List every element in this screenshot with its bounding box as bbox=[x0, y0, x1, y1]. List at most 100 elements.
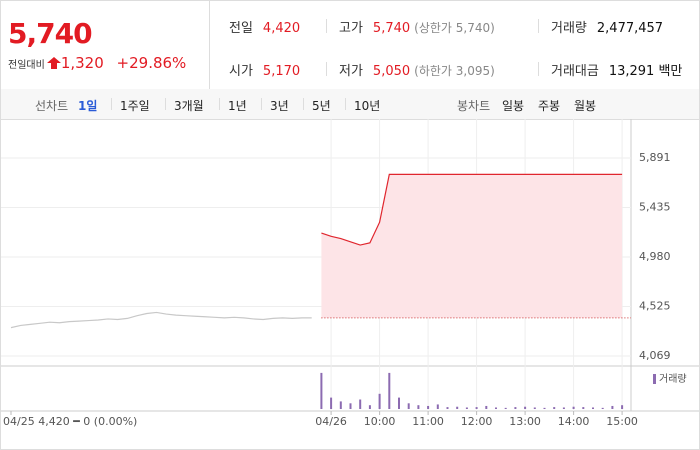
volume-bar bbox=[592, 407, 594, 409]
volume-bar bbox=[524, 406, 527, 409]
stat-label: 전일 bbox=[229, 21, 253, 36]
volume-bar bbox=[330, 397, 333, 409]
stat: 거래대금 13,291 백만 bbox=[551, 60, 682, 79]
change-value: 1,320 bbox=[60, 54, 104, 72]
volume-bar bbox=[553, 407, 556, 409]
chart-tabs: 선차트 1일 1주일 3개월 1년 3년 5년 10년 봉차트 일봉 주봉 월봉 bbox=[1, 89, 699, 120]
up-icon bbox=[46, 57, 61, 69]
volume-bar bbox=[388, 372, 391, 409]
volume-bar bbox=[601, 407, 604, 409]
stat-value: 5,170 bbox=[262, 64, 301, 79]
divider bbox=[261, 98, 262, 110]
volume-bar bbox=[359, 399, 362, 409]
y-tick-label: 4,069 bbox=[639, 349, 671, 362]
y-tick-label: 4,525 bbox=[639, 299, 671, 312]
stat-note: (상한가 5,740) bbox=[414, 21, 495, 35]
price-line bbox=[10, 311, 312, 329]
volume-bar bbox=[349, 403, 352, 409]
tab[interactable]: 1주일 bbox=[120, 99, 150, 113]
divider bbox=[538, 19, 539, 33]
tab[interactable]: 3년 bbox=[270, 99, 289, 113]
volume-bar bbox=[378, 393, 381, 409]
volume-bar bbox=[456, 406, 459, 409]
stat-value: 5,740 bbox=[372, 21, 411, 36]
x-tick-label: 12:00 bbox=[461, 415, 493, 428]
volume-bar bbox=[533, 407, 536, 409]
volume-bar bbox=[543, 407, 546, 409]
x-tick-label: 13:00 bbox=[509, 415, 541, 428]
tab-group-label: 선차트 bbox=[35, 99, 69, 113]
volume-bar bbox=[485, 405, 488, 409]
volume-bar bbox=[339, 401, 342, 409]
legend-swatch bbox=[653, 374, 656, 384]
volume-bar bbox=[320, 372, 323, 409]
tab[interactable]: 월봉 bbox=[574, 99, 597, 113]
volume-bar bbox=[417, 405, 420, 409]
divider bbox=[111, 98, 112, 110]
current-price: 5,740 bbox=[8, 17, 93, 50]
stat: 저가 5,050 (하한가 3,095) bbox=[339, 60, 495, 79]
change-label: 전일대비 bbox=[8, 60, 45, 71]
divider bbox=[326, 19, 327, 33]
stat-value: 4,420 bbox=[262, 21, 301, 36]
tab[interactable]: 5년 bbox=[312, 99, 331, 113]
volume-bar bbox=[514, 407, 517, 409]
volume-bar bbox=[446, 407, 449, 409]
stat-value: 5,050 bbox=[372, 64, 411, 79]
stat-label: 저가 bbox=[339, 64, 363, 79]
chart: 5,891 5,435 4,980 4,525 4,069 04/25 4,420 ━ 0… bbox=[1, 119, 699, 428]
price-line bbox=[321, 173, 623, 246]
x-tick-label: 14:00 bbox=[558, 415, 590, 428]
volume-bar bbox=[582, 407, 585, 409]
change-rate: +29.86% bbox=[116, 54, 187, 72]
divider bbox=[326, 62, 327, 76]
volume-bar bbox=[621, 405, 624, 409]
tab-group-label: 봉차트 bbox=[457, 99, 491, 113]
volume-bar bbox=[407, 403, 410, 409]
tab[interactable]: 일봉 bbox=[502, 99, 525, 113]
y-tick-label: 5,435 bbox=[639, 201, 671, 214]
stat-label: 시가 bbox=[229, 64, 253, 79]
tab[interactable]: 1일 bbox=[78, 99, 98, 113]
price-box: 5,740 전일대비 1,320 +29.86% bbox=[1, 1, 210, 89]
tab[interactable]: 10년 bbox=[354, 99, 381, 113]
x-tick-label: 15:00 bbox=[606, 415, 638, 428]
volume-bar bbox=[427, 405, 430, 409]
stat: 전일 4,420 bbox=[229, 17, 300, 36]
stat: 거래량 2,477,457 bbox=[551, 17, 663, 36]
stat-label: 거래대금 bbox=[551, 64, 599, 79]
volume-bar bbox=[475, 407, 478, 409]
x-tick-label: 04/26 bbox=[315, 415, 347, 428]
divider bbox=[538, 62, 539, 76]
stat: 시가 5,170 bbox=[229, 60, 300, 79]
volume-bar bbox=[572, 406, 575, 409]
volume-bar bbox=[562, 407, 565, 409]
x-tick-label: 11:00 bbox=[412, 415, 444, 428]
stat-note: (하한가 3,095) bbox=[414, 64, 495, 78]
volume-bar bbox=[465, 407, 468, 409]
volume-bar bbox=[368, 405, 371, 409]
volume-bar bbox=[504, 407, 507, 409]
tab[interactable]: 3개월 bbox=[174, 99, 204, 113]
tab[interactable]: 1년 bbox=[228, 99, 247, 113]
area bbox=[321, 174, 623, 318]
y-tick-label: 4,980 bbox=[639, 250, 671, 263]
change: 전일대비 1,320 +29.86% bbox=[8, 54, 186, 72]
stat: 고가 5,740 (상한가 5,740) bbox=[339, 17, 495, 36]
stat-label: 거래량 bbox=[551, 21, 587, 36]
x-tick-label: 04/25 4,420 ━ 0 (0.00%) bbox=[3, 415, 137, 428]
divider bbox=[303, 98, 304, 110]
volume-bar bbox=[495, 407, 497, 409]
divider bbox=[345, 98, 346, 110]
divider bbox=[219, 98, 220, 110]
tab[interactable]: 주봉 bbox=[538, 99, 561, 113]
divider bbox=[165, 98, 166, 110]
x-tick-label: 10:00 bbox=[364, 415, 396, 428]
volume-bar bbox=[436, 404, 439, 409]
legend-label: 거래량 bbox=[659, 373, 687, 385]
y-tick-label: 5,891 bbox=[639, 151, 671, 164]
volume-bar bbox=[398, 397, 400, 409]
volume-bar bbox=[611, 405, 614, 409]
stat-label: 고가 bbox=[339, 21, 363, 36]
